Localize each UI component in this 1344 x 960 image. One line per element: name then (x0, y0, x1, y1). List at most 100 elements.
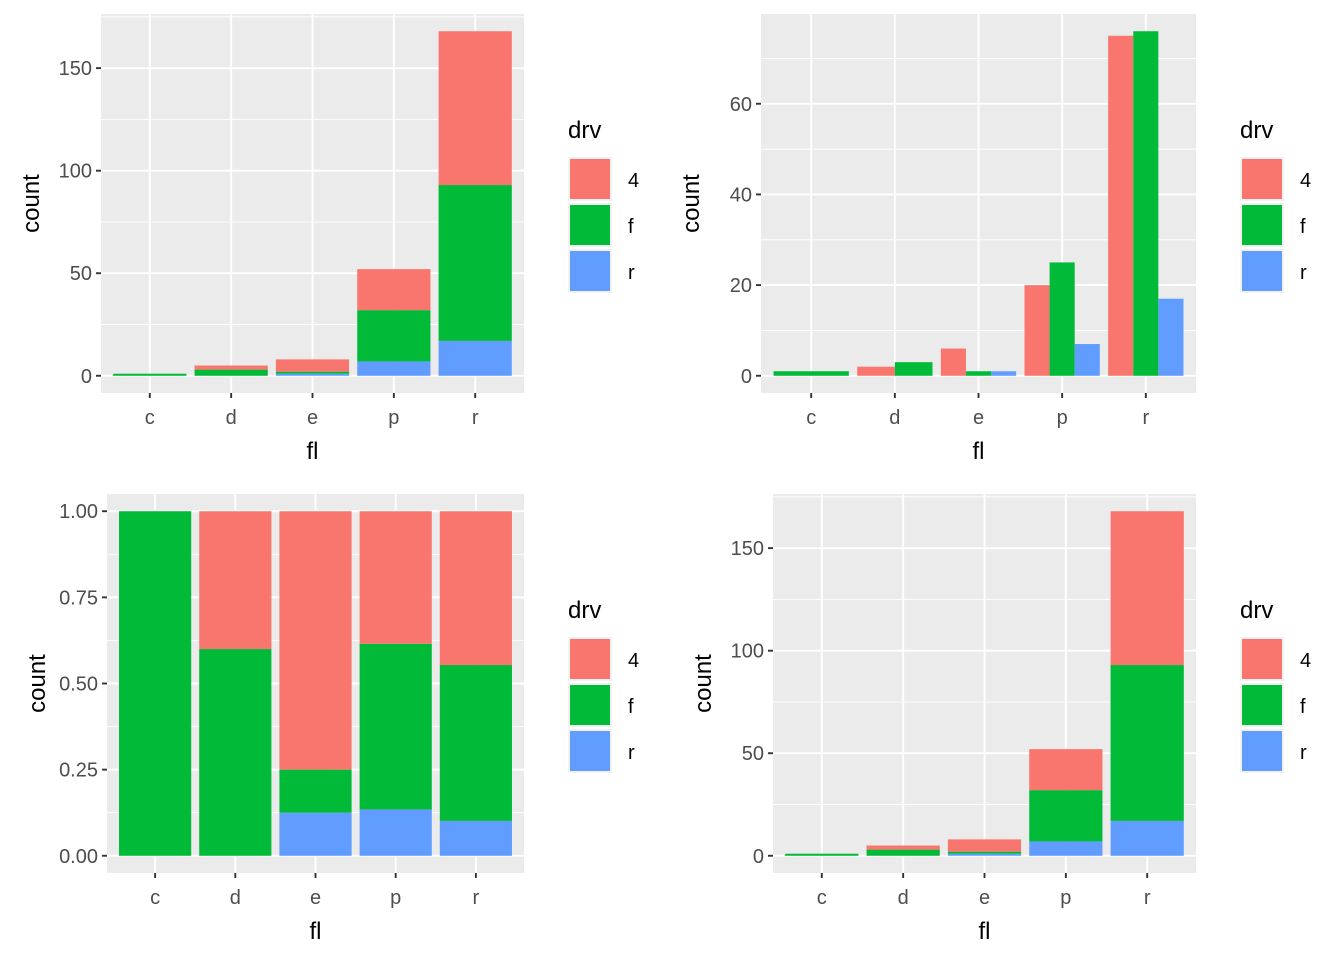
y-tick-label: 0.00 (59, 846, 98, 868)
x-tick-label: d (226, 407, 237, 429)
legend-key-r (570, 251, 610, 291)
legend-key-4 (1242, 639, 1282, 679)
legend-label-4: 4 (628, 170, 639, 192)
x-tick-label: r (473, 887, 480, 909)
bar-e-r (947, 853, 1022, 856)
y-tick-label: 0.50 (59, 674, 98, 696)
bar-r-r (439, 820, 512, 856)
bar-r-r (438, 340, 512, 376)
legend-title: drv (1240, 117, 1273, 144)
legend-key-f (1242, 205, 1282, 245)
y-tick-label: 50 (742, 743, 764, 765)
bar-c-f (119, 511, 192, 856)
legend: drv 4 f r (568, 597, 639, 773)
legend-label-f: f (1300, 696, 1306, 718)
legend-key-r (1242, 731, 1282, 771)
bar-e-4 (940, 348, 966, 376)
legend-label-f: f (628, 216, 634, 238)
x-tick-label: d (898, 887, 909, 909)
y-tick-label: 40 (730, 184, 752, 206)
bar-c-f (773, 371, 849, 376)
bar-p-r (357, 361, 431, 376)
x-tick-label: r (1142, 407, 1149, 429)
bar-d-4 (194, 365, 268, 370)
bar-p-f (357, 310, 431, 362)
y-tick-label: 150 (59, 58, 92, 80)
x-tick-label: d (889, 407, 900, 429)
bar-p-r (1029, 841, 1103, 856)
bar-r-f (439, 665, 512, 821)
bar-p-4 (359, 511, 432, 644)
bar-e-f (947, 851, 1022, 854)
bar-d-4 (199, 511, 272, 650)
bar-e-4 (279, 511, 352, 770)
bar-r-r (1158, 298, 1184, 376)
x-tick-label: e (307, 407, 318, 429)
bar-p-f (1029, 790, 1103, 842)
y-tick-label: 60 (730, 94, 752, 116)
x-tick-label: c (817, 887, 827, 909)
legend: drv 4 f r (568, 117, 639, 293)
legend-key-r (1242, 251, 1282, 291)
x-tick-label: e (310, 887, 321, 909)
legend-label-f: f (1300, 216, 1306, 238)
bar-p-f (1049, 262, 1075, 376)
chart-panel-2: 0 20 40 60 c d e p r fl count drv 4 f r (678, 14, 1311, 465)
bar-p-4 (357, 269, 431, 311)
bar-p-r (359, 809, 432, 856)
bar-d-f (894, 362, 933, 376)
bar-e-4 (947, 839, 1022, 852)
legend-key-r (570, 731, 610, 771)
x-tick-label: c (150, 887, 160, 909)
bar-p-f (359, 643, 432, 810)
bar-r-4 (439, 511, 512, 666)
y-tick-label: 0 (741, 366, 752, 388)
bars (785, 511, 1184, 856)
chart-panel-4: 0 50 100 150 c d e p r fl count drv 4 f r (690, 494, 1311, 945)
x-tick-label: p (1057, 407, 1068, 429)
y-axis-title: count (24, 654, 51, 713)
legend: drv 4 f r (1240, 117, 1311, 293)
y-axis-title: count (690, 654, 717, 713)
bar-p-4 (1029, 749, 1103, 791)
legend-label-r: r (1300, 742, 1307, 764)
x-tick-label: c (806, 407, 816, 429)
bar-e-4 (275, 359, 350, 372)
y-axis-title: count (678, 174, 705, 233)
bar-p-4 (1024, 285, 1050, 376)
bar-r-4 (1108, 35, 1134, 376)
legend-label-r: r (628, 262, 635, 284)
y-tick-label: 0.75 (59, 587, 98, 609)
bars (119, 511, 512, 856)
x-axis-title: fl (310, 918, 322, 945)
y-tick-label: 0 (753, 846, 764, 868)
y-tick-label: 20 (730, 275, 752, 297)
legend-key-f (570, 685, 610, 725)
x-axis-title: fl (979, 918, 991, 945)
bar-e-r (991, 371, 1017, 376)
x-tick-label: r (1144, 887, 1151, 909)
bar-e-r (279, 812, 352, 856)
x-tick-label: e (973, 407, 984, 429)
legend-key-f (570, 205, 610, 245)
bar-p-r (1074, 344, 1100, 376)
bar-d-4 (857, 366, 895, 376)
y-tick-label: 150 (731, 538, 764, 560)
bar-r-f (1133, 31, 1159, 376)
chart-panel-3: 0.00 0.25 0.50 0.75 1.00 c d e p r fl count drv 4 f r (24, 494, 639, 945)
legend-title: drv (568, 117, 601, 144)
legend-label-4: 4 (628, 650, 639, 672)
bar-e-f (965, 371, 992, 376)
legend-key-4 (570, 159, 610, 199)
y-tick-label: 100 (731, 641, 764, 663)
bar-e-f (279, 769, 352, 813)
chart-panel-1: 0 50 100 150 c d e p r fl count drv 4 f r (18, 14, 639, 465)
y-tick-label: 0.25 (59, 760, 98, 782)
x-tick-label: p (390, 887, 401, 909)
y-tick-label: 50 (70, 263, 92, 285)
legend-title: drv (1240, 597, 1273, 624)
bar-d-f (866, 849, 940, 856)
bar-e-r (275, 373, 350, 376)
x-tick-label: p (388, 407, 399, 429)
legend-label-4: 4 (1300, 650, 1311, 672)
